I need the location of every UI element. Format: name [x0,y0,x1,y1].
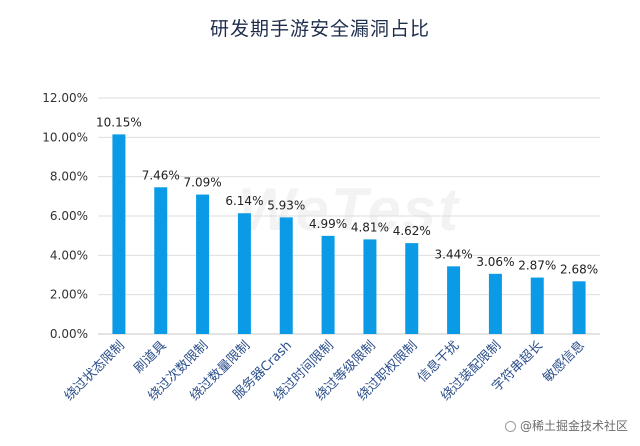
chart-title: 研发期手游安全漏洞占比 [209,18,430,40]
data-label: 2.87% [518,259,556,273]
y-tick-label: 10.00% [42,130,88,144]
x-category-label: 绕过状态限制 [62,338,128,404]
y-tick-label: 6.00% [50,209,88,223]
data-label: 6.14% [225,194,263,208]
watermark: WeTest [238,175,460,244]
data-label: 10.15% [96,115,142,129]
y-tick-label: 12.00% [42,91,88,105]
data-label: 4.81% [351,220,389,234]
data-label: 5.93% [267,198,305,212]
bar [321,235,335,334]
bar [196,194,210,334]
x-category-label: 刷道具 [131,338,169,376]
y-tick-label: 0.00% [50,327,88,341]
data-label: 4.99% [309,217,347,231]
bar [405,243,419,334]
data-label: 7.46% [142,168,180,182]
bar [363,239,377,334]
credit-logo-icon [504,421,516,432]
bar [572,281,586,334]
credit-label: @稀土掘金技术社区 [519,419,628,433]
bar [154,187,168,334]
credit-text: @稀土掘金技术社区 [504,417,628,434]
bar [530,277,544,334]
bar [488,273,502,334]
y-tick-label: 2.00% [50,288,88,302]
y-tick-label: 4.00% [50,248,88,262]
data-label: 3.06% [476,255,514,269]
bar [112,134,126,334]
data-label: 3.44% [435,247,473,261]
bar [279,217,293,334]
x-category-label: 敏感信息 [540,338,588,386]
data-label: 7.09% [184,176,222,190]
data-label: 2.68% [560,262,598,276]
y-tick-label: 8.00% [50,170,88,184]
data-label: 4.62% [393,224,431,238]
bar [447,266,461,334]
bar [237,213,251,334]
